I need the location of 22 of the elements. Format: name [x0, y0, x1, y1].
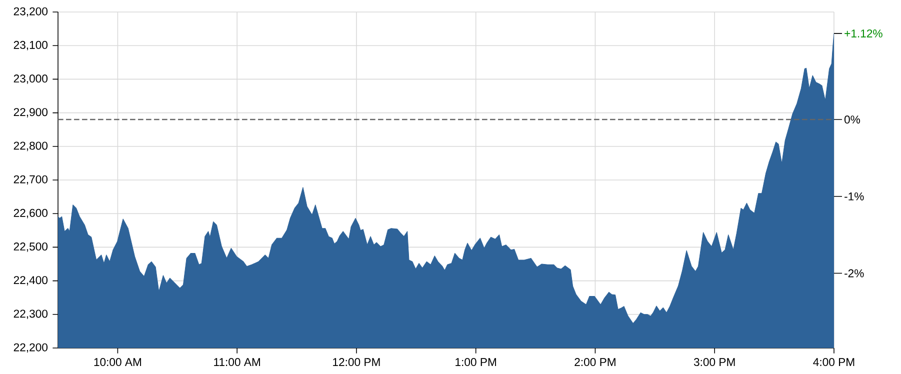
y2-tick-label: -2% — [844, 269, 864, 278]
y-tick-label: 22,400 — [14, 276, 48, 286]
x-tick-label: 10:00 AM — [94, 358, 142, 366]
y-tick-label: 22,300 — [14, 310, 48, 320]
y2-tick-label: +1.12% — [844, 29, 882, 38]
y-tick-label: 23,200 — [14, 7, 48, 17]
y-tick-label: 22,900 — [14, 108, 48, 118]
y-tick-label: 22,200 — [14, 343, 48, 353]
y-tick-label: 22,800 — [14, 142, 48, 152]
x-tick-label: 4:00 PM — [813, 358, 854, 366]
y-tick-label: 23,000 — [14, 74, 48, 84]
x-tick-label: 2:00 PM — [574, 358, 616, 366]
y-tick-label: 23,100 — [14, 40, 48, 50]
x-tick-label: 3:00 PM — [694, 358, 735, 366]
x-tick-label: 11:00 AM — [214, 358, 260, 366]
y-tick-label: 22,600 — [14, 208, 48, 218]
y-tick-label: 22,700 — [14, 175, 48, 185]
y2-tick-label: -1% — [844, 192, 864, 200]
y2-tick-label: 0% — [844, 116, 860, 124]
y-tick-label: 22,500 — [14, 242, 48, 252]
x-tick-label: 12:00 PM — [333, 358, 380, 366]
x-tick-label: 1:00 PM — [456, 358, 496, 366]
